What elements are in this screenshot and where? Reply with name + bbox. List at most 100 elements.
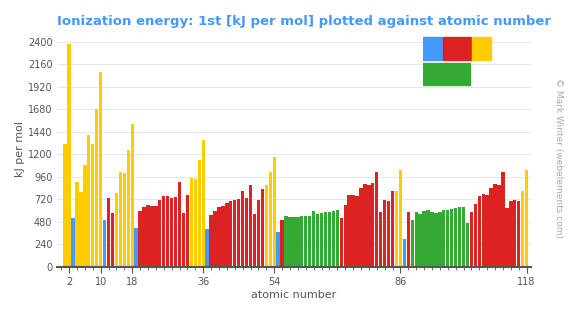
Bar bbox=[201, 140, 205, 267]
Bar bbox=[395, 191, 398, 267]
Bar bbox=[454, 208, 457, 267]
Bar bbox=[411, 220, 414, 267]
Bar bbox=[434, 213, 437, 267]
Bar bbox=[288, 217, 292, 267]
Bar bbox=[264, 185, 268, 267]
Bar bbox=[83, 165, 86, 267]
Bar bbox=[316, 214, 319, 267]
Bar bbox=[474, 204, 477, 267]
Bar bbox=[497, 185, 501, 267]
Bar bbox=[229, 201, 233, 267]
Bar bbox=[186, 195, 189, 267]
Bar bbox=[253, 215, 256, 267]
Bar bbox=[371, 183, 375, 267]
Bar bbox=[312, 211, 316, 267]
Bar bbox=[494, 184, 496, 267]
Bar bbox=[280, 220, 284, 267]
Bar bbox=[277, 232, 280, 267]
Bar bbox=[150, 206, 154, 267]
Bar bbox=[269, 172, 272, 267]
Bar bbox=[324, 212, 327, 267]
Bar bbox=[472, 37, 491, 60]
Bar bbox=[213, 210, 217, 267]
Bar bbox=[107, 198, 110, 267]
Bar bbox=[249, 186, 252, 267]
Bar bbox=[308, 215, 311, 267]
Bar bbox=[194, 179, 197, 267]
Bar bbox=[130, 124, 134, 267]
Bar bbox=[339, 218, 343, 267]
Bar bbox=[158, 200, 161, 267]
Bar bbox=[174, 197, 177, 267]
Bar bbox=[359, 188, 362, 267]
Bar bbox=[99, 72, 102, 267]
Bar bbox=[241, 191, 244, 267]
Bar bbox=[292, 217, 296, 267]
Bar bbox=[481, 194, 485, 267]
Bar bbox=[328, 212, 331, 267]
Bar bbox=[122, 173, 126, 267]
Bar bbox=[257, 200, 260, 267]
Bar bbox=[146, 205, 150, 267]
Bar bbox=[296, 217, 299, 267]
Bar bbox=[190, 178, 193, 267]
Bar bbox=[462, 207, 465, 267]
Bar bbox=[343, 205, 347, 267]
Bar bbox=[383, 200, 386, 267]
Bar bbox=[198, 160, 201, 267]
Bar bbox=[115, 193, 118, 267]
Bar bbox=[170, 198, 173, 267]
Bar bbox=[142, 208, 146, 267]
Bar bbox=[95, 109, 99, 267]
Bar bbox=[304, 216, 307, 267]
Bar bbox=[426, 210, 430, 267]
Bar bbox=[178, 182, 181, 267]
Bar bbox=[525, 169, 528, 267]
Bar bbox=[87, 135, 90, 267]
Bar bbox=[422, 211, 426, 267]
Bar bbox=[135, 227, 138, 267]
Bar bbox=[513, 200, 516, 267]
Bar bbox=[490, 188, 493, 267]
Bar bbox=[347, 196, 351, 267]
Bar bbox=[154, 206, 158, 267]
Bar bbox=[300, 216, 303, 267]
Bar bbox=[126, 150, 130, 267]
Bar bbox=[218, 207, 220, 267]
X-axis label: atomic number: atomic number bbox=[251, 290, 336, 300]
Bar bbox=[332, 211, 335, 267]
Bar bbox=[505, 208, 509, 267]
Bar bbox=[442, 210, 445, 267]
Bar bbox=[139, 211, 142, 267]
Bar bbox=[162, 196, 165, 267]
Bar bbox=[119, 172, 122, 267]
Bar bbox=[477, 196, 481, 267]
Bar bbox=[363, 184, 367, 267]
Bar bbox=[237, 199, 240, 267]
Bar bbox=[75, 182, 79, 267]
Bar bbox=[260, 189, 264, 267]
Bar bbox=[336, 210, 339, 267]
Bar bbox=[407, 212, 410, 267]
Bar bbox=[71, 218, 75, 267]
Bar bbox=[517, 201, 520, 267]
Bar bbox=[391, 191, 394, 267]
Bar bbox=[423, 63, 470, 85]
Bar bbox=[501, 172, 505, 267]
Bar bbox=[284, 216, 288, 267]
Bar bbox=[233, 200, 237, 267]
Bar bbox=[387, 201, 390, 267]
Text: © Mark Winter (webelements.com): © Mark Winter (webelements.com) bbox=[553, 77, 563, 238]
Text: Ionization energy: 1st [kJ per mol] plotted against atomic number: Ionization energy: 1st [kJ per mol] plot… bbox=[57, 15, 551, 28]
Bar bbox=[443, 37, 471, 60]
Bar bbox=[458, 207, 461, 267]
Bar bbox=[415, 212, 418, 267]
Bar bbox=[367, 185, 371, 267]
Bar bbox=[166, 196, 169, 267]
Bar bbox=[320, 213, 323, 267]
Bar bbox=[273, 157, 276, 267]
Bar bbox=[225, 203, 229, 267]
Bar bbox=[509, 201, 513, 267]
Bar bbox=[245, 198, 248, 267]
Bar bbox=[375, 172, 378, 267]
